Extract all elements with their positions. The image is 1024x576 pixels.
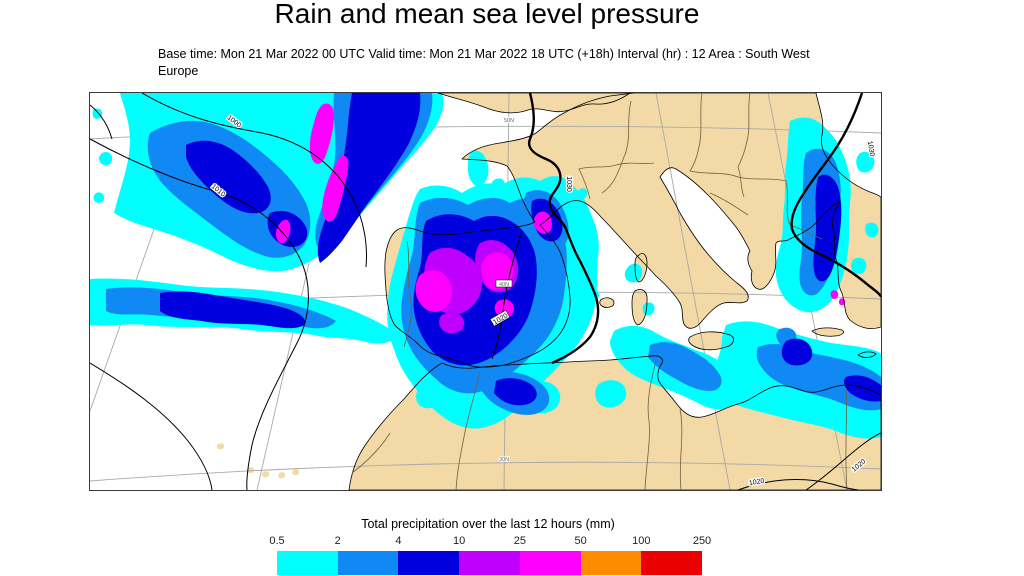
rain-magenta-greece-specks [830, 290, 846, 306]
rain-dark-aegean-south [781, 338, 813, 366]
rain-dark-libya-edge [843, 375, 881, 402]
legend-cell [459, 551, 520, 575]
legend-tick: 25 [513, 535, 527, 547]
land-mallorca [599, 297, 614, 308]
legend-cell [337, 551, 399, 575]
rain-blue-sicily-channel [648, 342, 722, 391]
legend-cell [277, 551, 338, 575]
isobar-1000 [141, 93, 367, 268]
svg-text:40N: 40N [499, 282, 509, 288]
graticule-label-50n: 50N [504, 118, 514, 124]
isobar-layer [90, 93, 881, 490]
rain-tyrrhenian-specks [590, 263, 655, 316]
rain-turkey-specks [850, 151, 879, 274]
isobar-label-1030-west: 1030 [565, 176, 572, 192]
legend-tick: 2 [334, 535, 341, 547]
rain-magenta-iberia3 [494, 299, 514, 318]
rain-africa-inland-specks [416, 378, 627, 414]
legend-cell [580, 551, 642, 575]
graticule-label-30n: 30N [499, 457, 509, 463]
isobar-990-arc [90, 104, 113, 140]
rain-magenta-nw-streak1 [309, 103, 334, 164]
legend-tick: 100 [632, 535, 651, 547]
legend-tick: 4 [395, 535, 402, 547]
legend-title: Total precipitation over the last 12 hou… [361, 517, 615, 531]
rain-dark-ne-band [317, 93, 421, 263]
land-sardinia [632, 289, 648, 325]
rain-biscay-specks [468, 150, 505, 192]
legend-tick: 0.5 [269, 535, 285, 547]
rain-dark-nw-patch1 [186, 140, 271, 214]
isobar-sw-arc [90, 362, 213, 490]
rain-magenta-iberia1 [415, 270, 453, 312]
isobar-1020-iberia [491, 230, 523, 360]
isobar-1030-west [527, 93, 600, 365]
graticule-lat30 [90, 461, 881, 482]
legend-cell [398, 551, 460, 575]
rain-corner-specks [92, 108, 113, 203]
subtitle-line1: Base time: Mon 21 Mar 2022 00 UTC Valid … [158, 47, 810, 61]
land-madeira [217, 443, 225, 450]
legend-colorbar [277, 551, 703, 575]
legend-tick: 250 [692, 535, 712, 547]
isobar-1030-east [790, 93, 881, 298]
legend-tick: 10 [452, 535, 466, 547]
rain-purple-iberia3 [439, 312, 465, 334]
legend-cell [519, 551, 581, 575]
subtitle-line2: Europe [158, 64, 199, 78]
rain-dark-africa-spot [494, 378, 537, 406]
coastline-layer [348, 93, 881, 490]
rain-alps-specks [563, 188, 588, 208]
legend-cell [641, 551, 703, 575]
isobar-1010 [90, 138, 309, 490]
map-canvas: 1000 1010 1030 1030 1020 1020 1020 40N 5… [90, 93, 881, 490]
borders-layer [351, 93, 848, 490]
rain-magenta-nw-streak2 [322, 155, 349, 222]
weather-map: 1000 1010 1030 1030 1020 1020 1020 40N 5… [89, 92, 882, 491]
rain-dark-mid-band [160, 291, 306, 329]
legend-tick: 50 [574, 535, 587, 547]
legend-ticks: 0.5 2 4 10 25 50 100 250 [269, 535, 711, 549]
land-canaries [247, 467, 300, 479]
graticule-lon10e [655, 93, 731, 490]
graticule-label-40n: 40N [495, 279, 513, 288]
isobar-1020-se1 [737, 478, 859, 490]
page-title: Rain and mean sea level pressure [274, 0, 700, 29]
subtitle: Base time: Mon 21 Mar 2022 00 UTC Valid … [158, 46, 818, 80]
isobar-1020-se2 [805, 432, 881, 490]
land-england [438, 93, 630, 113]
land-crete [812, 327, 844, 337]
